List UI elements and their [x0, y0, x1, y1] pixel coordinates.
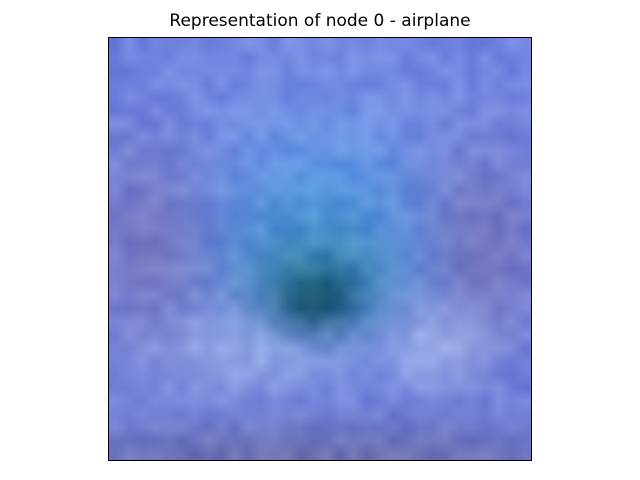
image-axes: [108, 37, 532, 461]
figure-title: Representation of node 0 - airplane: [169, 11, 471, 31]
pixelated-image: [109, 38, 531, 460]
